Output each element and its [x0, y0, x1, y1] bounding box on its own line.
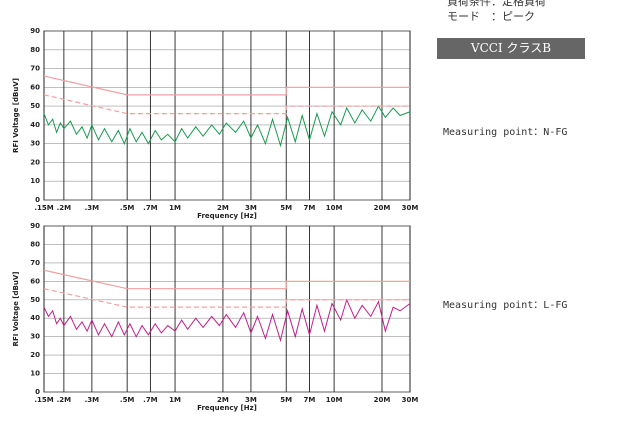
y-axis-label: RFI Voltage [dBuV] — [12, 78, 20, 153]
y-tick-label: 80 — [30, 240, 40, 248]
x-tick-label: .5M — [120, 396, 135, 404]
y-tick-label: 20 — [30, 351, 40, 359]
y-tick-label: 60 — [30, 277, 40, 285]
y-tick-label: 70 — [30, 65, 40, 73]
x-tick-label: 7M — [304, 204, 316, 212]
y-tick-label: 50 — [30, 102, 40, 110]
x-tick-label: .3M — [85, 204, 100, 212]
y-tick-label: 40 — [30, 314, 40, 322]
y-tick-label: 30 — [30, 333, 40, 341]
x-tick-label: 30M — [402, 396, 419, 404]
plot-area — [43, 225, 411, 393]
x-axis-label: Frequency [Hz] — [197, 404, 257, 412]
series-line — [43, 288, 410, 308]
x-tick-label: 1M — [169, 396, 181, 404]
x-tick-label: 3M — [245, 204, 257, 212]
x-tick-label: .3M — [85, 396, 100, 404]
y-tick-label: 70 — [30, 259, 40, 267]
x-tick-label: 5M — [280, 396, 292, 404]
x-tick-label: 7M — [304, 396, 316, 404]
y-tick-label: 50 — [30, 296, 40, 304]
series-line — [43, 105, 411, 148]
charts: 0 10 20 30 40 50 60 70 80 90 .15M .2M .3M .5M .7M 1M 2M 3… — [12, 27, 419, 412]
x-tick-label: 2M — [217, 204, 229, 212]
y-tick-label: 80 — [30, 46, 40, 54]
x-tick-label: .2M — [57, 204, 72, 212]
x-tick-label: 10M — [326, 396, 343, 404]
x-tick-label: .15M — [34, 396, 53, 404]
measuring-point: Measuring point：L-FG — [443, 300, 568, 311]
x-tick-label: .7M — [143, 396, 158, 404]
x-tick-label: 5M — [280, 204, 292, 212]
plot-area — [43, 30, 411, 201]
y-tick-label: 10 — [30, 370, 40, 378]
y-tick-label: 0 — [35, 196, 40, 204]
x-tick-label: 20M — [374, 396, 391, 404]
load-condition: 負荷条件：定格負荷 — [447, 0, 546, 8]
series-line — [43, 94, 410, 115]
mode: モード ：ピーク — [447, 10, 535, 23]
x-tick-label: 3M — [245, 396, 257, 404]
x-tick-label: 2M — [217, 396, 229, 404]
y-tick-label: 10 — [30, 177, 40, 185]
x-tick-label: 20M — [374, 204, 391, 212]
x-tick-label: .2M — [57, 396, 72, 404]
x-tick-label: 30M — [402, 204, 419, 212]
y-tick-label: 40 — [30, 121, 40, 129]
x-tick-label: .15M — [34, 204, 53, 212]
x-tick-label: .7M — [143, 204, 158, 212]
y-axis-label: RFI Voltage [dBuV] — [12, 272, 20, 347]
x-tick-label: .5M — [120, 204, 135, 212]
y-tick-label: 90 — [30, 222, 40, 230]
series-line — [43, 269, 410, 290]
y-tick-label: 60 — [30, 83, 40, 91]
x-tick-label: 10M — [326, 204, 343, 212]
y-tick-label: 20 — [30, 158, 40, 166]
series-line — [43, 298, 411, 343]
x-tick-label: 1M — [169, 204, 181, 212]
measuring-point: Measuring point：N-FG — [443, 127, 568, 138]
y-tick-label: 0 — [35, 388, 40, 396]
y-tick-label: 30 — [30, 140, 40, 148]
y-tick-label: 90 — [30, 27, 40, 35]
class-badge: VCCI クラスB — [437, 38, 585, 59]
x-axis-label: Frequency [Hz] — [197, 212, 257, 220]
series-line — [43, 75, 410, 96]
